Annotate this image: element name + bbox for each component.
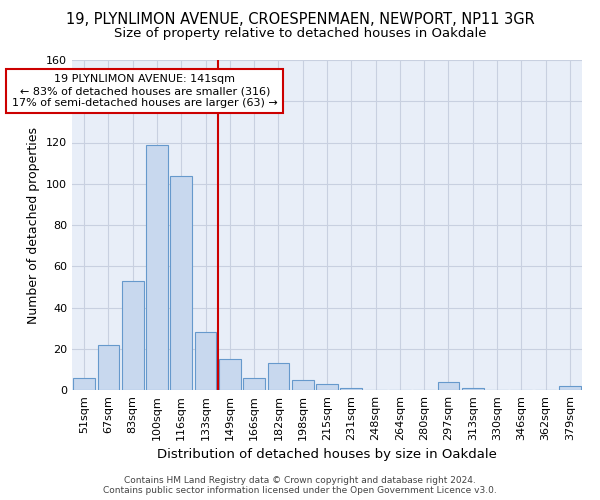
Bar <box>340 388 362 390</box>
Text: Size of property relative to detached houses in Oakdale: Size of property relative to detached ho… <box>114 28 486 40</box>
Bar <box>122 280 143 390</box>
Bar <box>292 380 314 390</box>
Bar <box>73 378 95 390</box>
Bar <box>97 344 119 390</box>
Bar <box>559 386 581 390</box>
Bar <box>146 144 168 390</box>
Bar <box>437 382 460 390</box>
Bar <box>316 384 338 390</box>
Bar <box>243 378 265 390</box>
Text: Contains HM Land Registry data © Crown copyright and database right 2024.
Contai: Contains HM Land Registry data © Crown c… <box>103 476 497 495</box>
Bar <box>194 332 217 390</box>
Bar <box>170 176 192 390</box>
X-axis label: Distribution of detached houses by size in Oakdale: Distribution of detached houses by size … <box>157 448 497 462</box>
Text: 19, PLYNLIMON AVENUE, CROESPENMAEN, NEWPORT, NP11 3GR: 19, PLYNLIMON AVENUE, CROESPENMAEN, NEWP… <box>65 12 535 28</box>
Bar <box>219 359 241 390</box>
Text: 19 PLYNLIMON AVENUE: 141sqm
← 83% of detached houses are smaller (316)
17% of se: 19 PLYNLIMON AVENUE: 141sqm ← 83% of det… <box>12 74 278 108</box>
Bar <box>462 388 484 390</box>
Y-axis label: Number of detached properties: Number of detached properties <box>28 126 40 324</box>
Bar <box>268 363 289 390</box>
